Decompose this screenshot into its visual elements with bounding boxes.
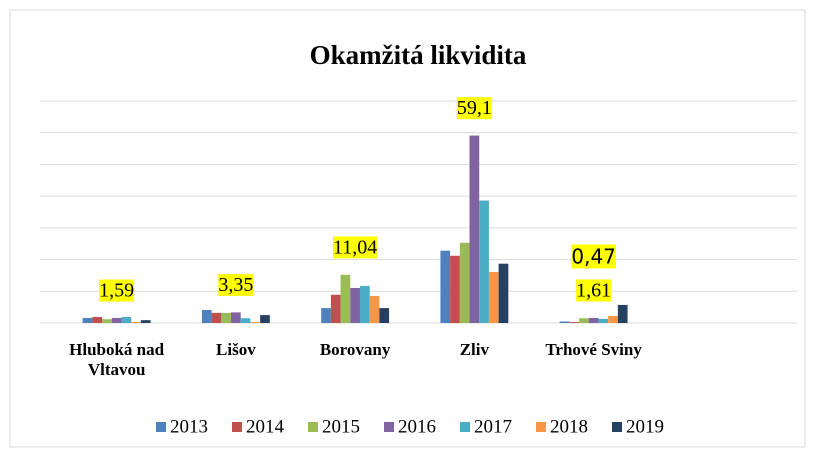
bar <box>231 312 241 323</box>
bar <box>121 316 132 323</box>
bar <box>469 135 480 323</box>
legend-swatch <box>384 422 394 432</box>
bar <box>379 308 390 323</box>
bar <box>440 250 451 323</box>
bar <box>350 287 360 323</box>
legend-swatch <box>156 422 166 432</box>
bar <box>588 317 599 323</box>
bar <box>82 317 93 323</box>
bar <box>488 271 499 323</box>
legend-label: 2013 <box>170 416 208 437</box>
legend-label: 2017 <box>474 416 512 437</box>
bar <box>450 255 460 323</box>
bar <box>498 263 509 323</box>
bar <box>479 200 489 323</box>
data-label: 0,47 <box>571 244 616 268</box>
legend-label: 2015 <box>322 416 360 437</box>
data-label-highlight <box>576 279 612 302</box>
bar <box>608 316 618 323</box>
data-label: 11,04 <box>333 236 377 258</box>
bar <box>92 316 103 323</box>
x-tick-label: Trhové Sviny <box>545 340 642 359</box>
data-label-highlight <box>332 236 378 259</box>
bar <box>330 294 341 323</box>
x-tick-label: Zliv <box>459 340 490 359</box>
data-label-highlight <box>218 273 254 296</box>
data-label: 1,61 <box>576 279 611 301</box>
legend-swatch <box>308 422 318 432</box>
bar <box>111 317 122 323</box>
legend-swatch <box>460 422 470 432</box>
bar <box>369 296 380 323</box>
x-tick-label: Lišov <box>216 340 256 359</box>
legend-label: 2018 <box>550 416 588 437</box>
bar <box>559 321 570 323</box>
bar <box>240 318 251 323</box>
legend-swatch <box>612 422 622 432</box>
bar <box>221 312 232 323</box>
bar <box>201 309 212 323</box>
legend-label: 2016 <box>398 416 436 437</box>
bar <box>250 322 261 323</box>
data-label: 3,35 <box>218 274 253 296</box>
bar <box>140 320 151 323</box>
data-label: 1,59 <box>99 280 134 302</box>
legend-swatch <box>536 422 546 432</box>
bar <box>102 319 112 323</box>
data-label: 59,1 <box>457 97 492 119</box>
bar <box>459 242 470 323</box>
legend-label: 2014 <box>246 416 285 437</box>
x-tick-label: Hluboká nad Vltavou <box>69 340 165 379</box>
bar <box>131 322 141 323</box>
legend-swatch <box>232 422 242 432</box>
bar <box>340 274 351 323</box>
legend-label: 2019 <box>626 416 664 437</box>
bar <box>211 312 222 323</box>
bar <box>579 318 589 323</box>
data-label-highlight <box>99 279 135 302</box>
bar <box>598 318 609 323</box>
data-label-highlight <box>571 244 616 269</box>
bar <box>617 304 628 323</box>
chart-border <box>9 9 806 448</box>
bar <box>569 322 580 323</box>
bar <box>260 315 270 323</box>
chart-title: Okamžitá likvidita <box>310 40 527 70</box>
bar <box>359 285 370 323</box>
data-label-highlight <box>456 97 492 120</box>
x-tick-label: Borovany <box>319 340 391 359</box>
bar <box>321 308 331 323</box>
